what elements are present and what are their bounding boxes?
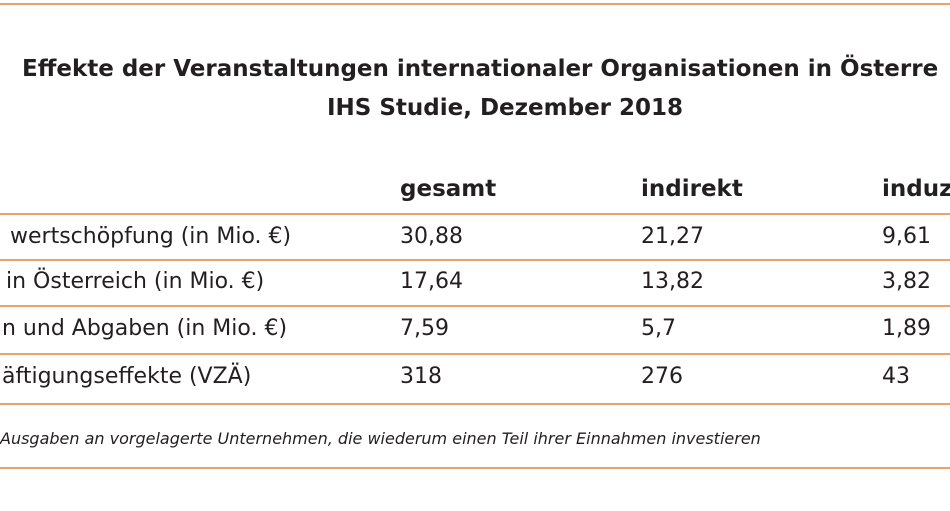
column-header: indirekt bbox=[641, 176, 743, 202]
cell: 1,89 bbox=[882, 316, 931, 341]
cell: 276 bbox=[641, 364, 683, 389]
row-label: in Österreich (in Mio. €) bbox=[6, 269, 265, 294]
cell: 318 bbox=[400, 364, 442, 389]
cell: 3,82 bbox=[882, 269, 931, 294]
rule bbox=[0, 259, 950, 261]
row-label: äftigungseffekte (VZÄ) bbox=[2, 364, 252, 389]
rule bbox=[0, 305, 950, 307]
cell: 43 bbox=[882, 364, 910, 389]
cell: 13,82 bbox=[641, 269, 704, 294]
footnote: Ausgaben an vorgelagerte Unternehmen, di… bbox=[0, 429, 761, 448]
title: Effekte der Veranstaltungen internationa… bbox=[22, 56, 939, 82]
cell: 5,7 bbox=[641, 316, 676, 341]
rule bbox=[0, 3, 950, 5]
cell: 9,61 bbox=[882, 224, 931, 249]
column-header: gesamt bbox=[400, 176, 497, 202]
rule bbox=[0, 353, 950, 355]
cell: 17,64 bbox=[400, 269, 463, 294]
cell: 21,27 bbox=[641, 224, 704, 249]
cell: 30,88 bbox=[400, 224, 463, 249]
subtitle: IHS Studie, Dezember 2018 bbox=[326, 95, 684, 121]
cell: 7,59 bbox=[400, 316, 449, 341]
column-header: induz bbox=[882, 176, 950, 202]
row-label: wertschöpfung (in Mio. €) bbox=[10, 224, 292, 249]
rule bbox=[0, 213, 950, 215]
rule bbox=[0, 403, 950, 405]
row-label: n und Abgaben (in Mio. €) bbox=[2, 316, 288, 341]
rule bbox=[0, 467, 950, 469]
